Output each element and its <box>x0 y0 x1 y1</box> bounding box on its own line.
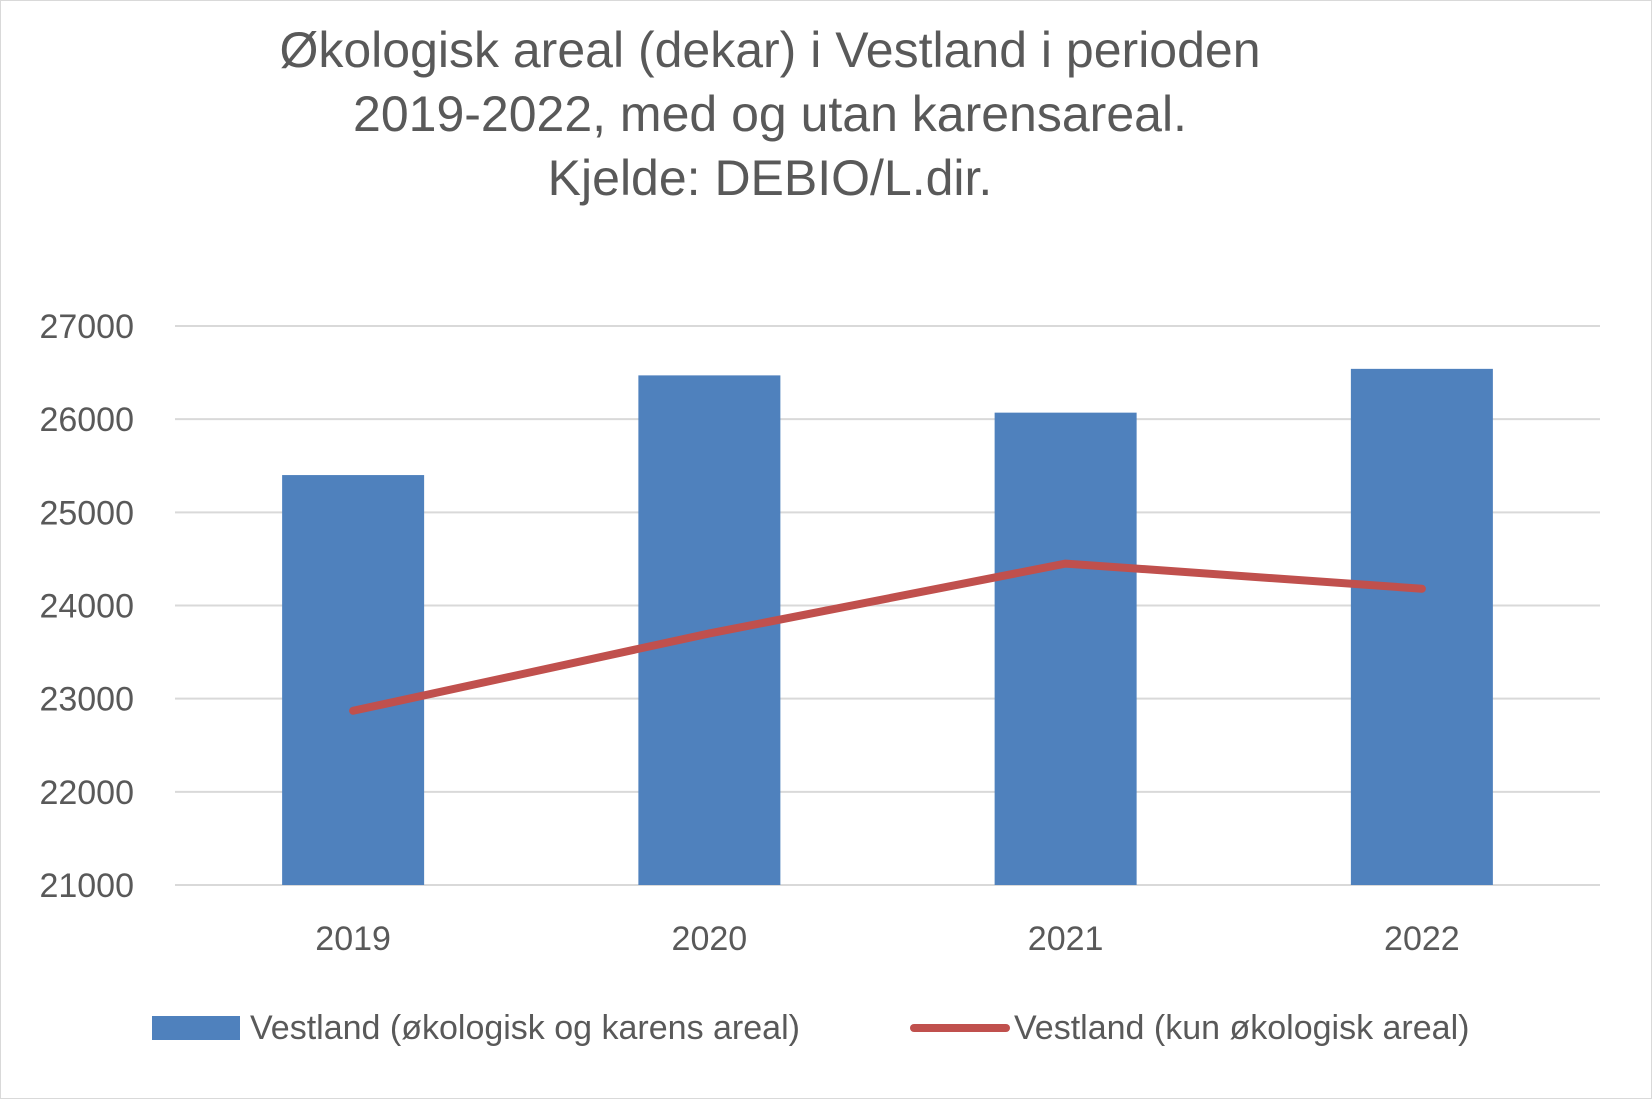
chart-title-line-2: 2019-2022, med og utan karensareal. <box>353 86 1187 142</box>
y-tick-label: 25000 <box>39 494 134 532</box>
legend-label-bar-series: Vestland (økologisk og karens areal) <box>250 1008 800 1047</box>
y-tick-label: 27000 <box>39 308 134 346</box>
x-axis-ticks: 2019 2020 2021 2022 <box>315 920 1459 958</box>
legend-label-line-series: Vestland (kun økologisk areal) <box>1014 1008 1470 1047</box>
legend: Vestland (økologisk og karens areal) Ves… <box>0 1003 1652 1053</box>
chart-title: Økologisk areal (dekar) i Vestland i per… <box>100 18 1440 210</box>
x-tick-label: 2021 <box>1028 920 1104 958</box>
y-tick-label: 22000 <box>39 774 134 812</box>
legend-line-swatch <box>910 1024 1010 1032</box>
legend-item-bar-series: Vestland (økologisk og karens areal) <box>152 1003 800 1053</box>
y-axis-ticks: 21000 22000 23000 24000 25000 26000 27000 <box>39 308 134 905</box>
y-tick-label: 24000 <box>39 588 134 626</box>
series-line <box>349 559 1426 715</box>
bar <box>282 475 425 885</box>
bar <box>994 412 1137 885</box>
legend-bar-swatch <box>152 1016 240 1040</box>
x-tick-label: 2022 <box>1384 920 1460 958</box>
bar <box>1350 368 1493 885</box>
y-tick-label: 21000 <box>39 867 134 905</box>
legend-item-line-series: Vestland (kun økologisk areal) <box>910 1003 1469 1053</box>
chart-title-line-1: Økologisk areal (dekar) i Vestland i per… <box>279 22 1261 78</box>
y-tick-label: 23000 <box>39 681 134 719</box>
line-series <box>349 559 1426 715</box>
x-tick-label: 2019 <box>315 920 391 958</box>
x-tick-label: 2020 <box>672 920 748 958</box>
bar-series <box>282 368 1493 885</box>
y-tick-label: 26000 <box>39 401 134 439</box>
chart-title-line-3: Kjelde: DEBIO/L.dir. <box>547 150 993 206</box>
